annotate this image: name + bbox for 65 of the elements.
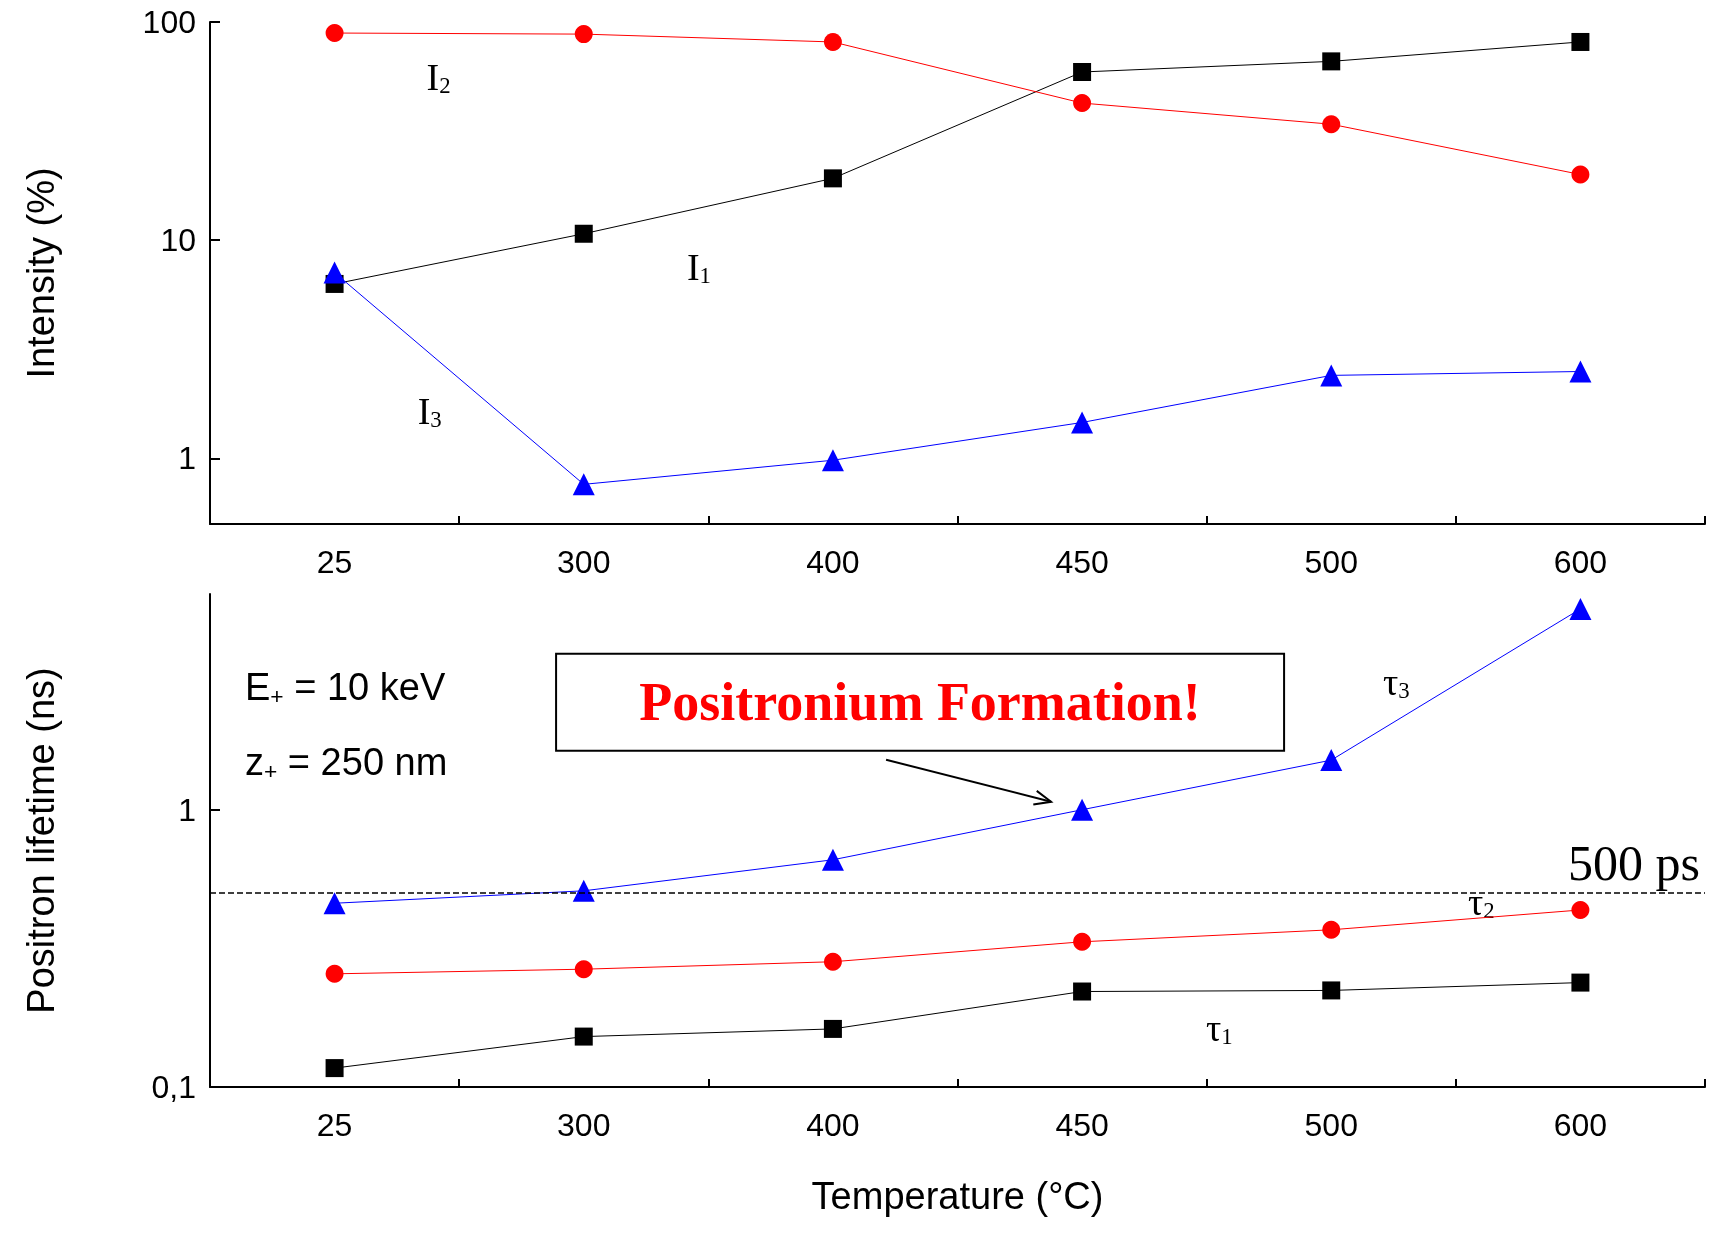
point [1571,900,1590,919]
point [1071,411,1094,434]
point [1571,973,1590,992]
point [823,952,842,971]
point [821,848,844,871]
y-tick-label: 0,1 [151,1069,196,1105]
point [821,449,844,472]
point [572,879,595,902]
point [574,1027,593,1046]
x-tick-label: 400 [806,544,860,580]
point [325,964,344,983]
point [323,892,346,915]
annotation: z+ = 250 nm [245,741,448,784]
series-label: I2 [426,56,451,99]
x-tick-label: 600 [1553,544,1608,580]
y-tick-label: 1 [178,440,196,477]
x-tick-label: 400 [806,1107,860,1143]
ref-line-label: 500 ps [1568,835,1700,892]
x-tick-label: 600 [1553,1107,1608,1143]
x-tick-label: 500 [1304,1107,1358,1143]
x-tick-label: 25 [316,1107,353,1143]
point [1071,798,1094,821]
y-axis-title: Positron lifetime (ns) [20,667,62,1014]
x-tick-label: 450 [1055,544,1109,580]
x-tick-label: 450 [1055,1107,1109,1143]
point [574,224,593,243]
series-label: τ1 [1205,1007,1233,1050]
y-tick-label: 100 [142,4,196,40]
point [823,1019,842,1038]
point [1322,920,1341,939]
point [823,32,842,51]
series-label: τ2 [1467,880,1495,923]
series-label: τ3 [1383,660,1410,703]
point [1322,115,1341,134]
y-tick-label: 1 [178,791,196,828]
point [574,960,593,979]
x-tick-label: 500 [1304,544,1358,580]
annotation: E+ = 10 keV [245,666,446,709]
point [1320,364,1343,387]
point [1322,52,1341,71]
point [1073,94,1092,113]
annotation: Positronium Formation! [639,671,1201,732]
point [325,24,344,43]
point [323,261,346,284]
point [1073,932,1092,951]
y-axis-title: Intensity (%) [20,167,62,379]
series-label: I1 [686,246,711,289]
x-tick-label: 300 [557,544,611,580]
point [1571,165,1590,184]
point [1320,749,1343,772]
point [572,473,595,496]
point [1569,597,1592,620]
point [325,1059,344,1078]
point [1322,981,1341,1000]
point [823,169,842,188]
point [574,25,593,44]
x-tick-label: 25 [316,544,353,580]
series-label: I3 [417,390,442,433]
point [1073,982,1092,1001]
y-tick-label: 10 [160,222,196,259]
point [1073,62,1092,81]
point [1569,360,1592,383]
x-axis-title: Temperature (°C) [811,1175,1104,1217]
x-tick-label: 300 [557,1107,611,1143]
point [1571,32,1590,51]
